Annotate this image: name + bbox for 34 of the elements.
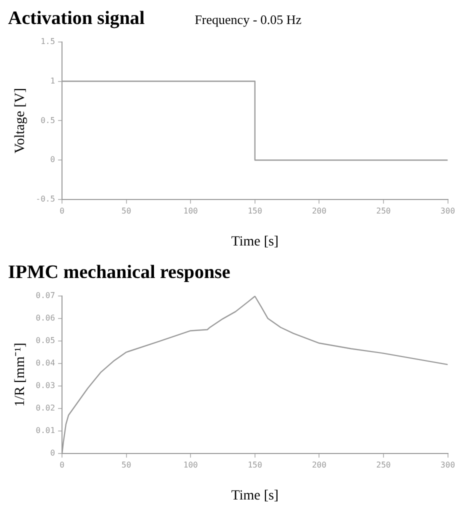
x-tick-label: 250 xyxy=(376,460,391,470)
x-tick-label: 300 xyxy=(440,460,456,470)
x-tick-label: 300 xyxy=(440,206,456,216)
y-tick-label: 0.06 xyxy=(36,313,56,322)
x-tick-label: 0 xyxy=(60,206,65,216)
x-tick-label: 50 xyxy=(122,460,132,470)
y-tick-label: 0 xyxy=(50,448,56,458)
x-tick-label: 250 xyxy=(376,206,391,216)
y-tick-label: -0.5 xyxy=(36,194,56,204)
y-tick-label: 0.01 xyxy=(36,426,56,436)
y-tick-label: 0.07 xyxy=(36,290,56,300)
x-axis-title: Time [s] xyxy=(231,488,279,504)
chart-title: Activation signal xyxy=(8,8,145,30)
x-tick-label: 0 xyxy=(60,460,65,470)
y-tick-label: 0.02 xyxy=(36,404,56,413)
y-tick-label: 0.05 xyxy=(36,336,56,345)
x-tick-label: 100 xyxy=(183,206,198,216)
y-tick-label: 0 xyxy=(50,155,56,164)
chart-subtitle: Frequency - 0.05 Hz xyxy=(194,12,302,28)
y-axis-title: Voltage [V] xyxy=(13,88,28,154)
y-axis-title: 1/R [mm⁻¹] xyxy=(13,342,28,407)
x-tick-label: 150 xyxy=(248,206,262,216)
x-tick-label: 200 xyxy=(312,460,327,470)
y-tick-label: 1.5 xyxy=(40,36,56,46)
y-tick-label: 0.5 xyxy=(40,116,56,125)
x-axis-title: Time [s] xyxy=(231,234,279,250)
y-tick-label: 0.03 xyxy=(36,381,56,390)
x-tick-label: 200 xyxy=(312,206,327,216)
y-tick-label: 1 xyxy=(50,76,56,86)
x-tick-label: 100 xyxy=(183,460,198,470)
x-tick-label: 150 xyxy=(248,460,262,470)
x-tick-label: 50 xyxy=(122,206,132,216)
chart-title: IPMC mechanical response xyxy=(8,262,230,284)
y-tick-label: 0.04 xyxy=(36,358,56,368)
